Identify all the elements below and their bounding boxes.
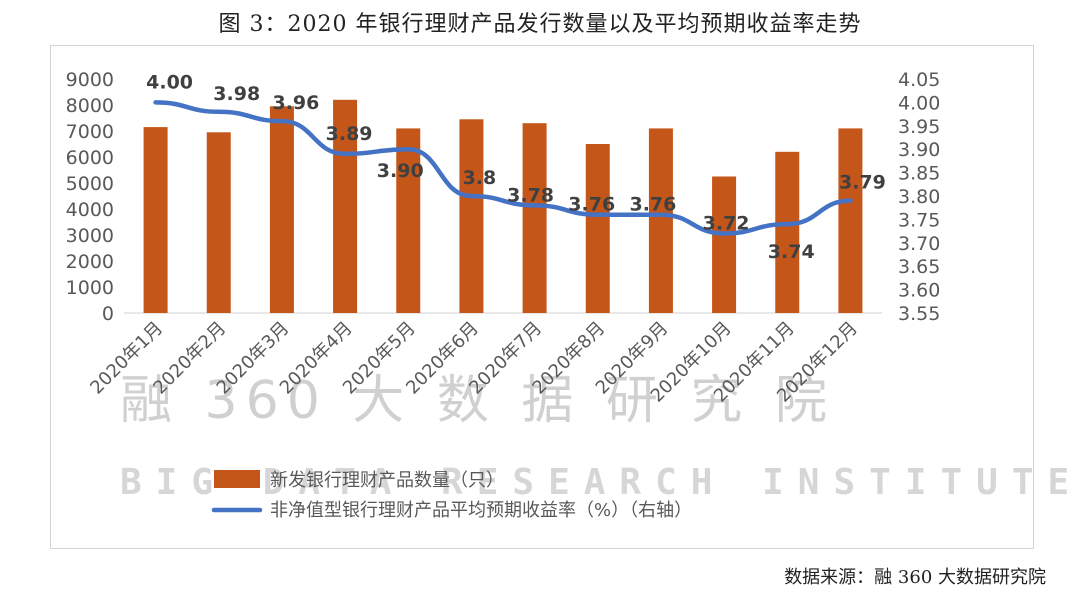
y-right-tick-label: 4.05 xyxy=(898,69,940,91)
y-right-tick-label: 3.70 xyxy=(898,233,940,255)
line-data-label: 3.8 xyxy=(463,167,497,189)
y-right-tick-label: 3.95 xyxy=(898,116,940,138)
bar-issuance-count xyxy=(775,151,800,313)
y-right-tick-label: 3.90 xyxy=(898,139,940,161)
y-left-tick-label: 3000 xyxy=(66,225,114,247)
bar-issuance-count xyxy=(648,128,673,313)
watermark-en: BIG DATA RESEARCH INSTITUTE xyxy=(120,462,1080,503)
y-right-tick-label: 3.65 xyxy=(898,256,940,278)
y-right-tick-label: 3.75 xyxy=(898,209,940,231)
bar-issuance-count xyxy=(143,127,168,313)
legend-bar-swatch xyxy=(214,470,260,488)
chart-frame xyxy=(50,45,1034,549)
bar-issuance-count xyxy=(269,106,294,313)
y-left-tick-label: 0 xyxy=(102,303,114,325)
y-right-tick-label: 4.00 xyxy=(898,92,940,114)
line-data-label: 3.98 xyxy=(213,83,260,105)
bar-issuance-count xyxy=(522,123,547,313)
legend-bar-label: 新发银行理财产品数量（只） xyxy=(270,470,504,491)
line-data-label: 3.76 xyxy=(629,194,676,216)
line-data-label: 3.90 xyxy=(377,160,424,182)
y-right-tick-label: 3.60 xyxy=(898,280,940,302)
y-left-tick-label: 6000 xyxy=(66,147,114,169)
y-right-tick-label: 3.80 xyxy=(898,186,940,208)
y-left-tick-label: 9000 xyxy=(66,69,114,91)
legend-line-label: 非净值型银行理财产品平均预期收益率（%）（右轴） xyxy=(270,500,692,521)
bar-issuance-count xyxy=(712,176,737,313)
bar-issuance-count xyxy=(206,132,231,313)
line-data-label: 3.76 xyxy=(568,194,615,216)
chart-title: 图 3：2020 年银行理财产品发行数量以及平均预期收益率走势 xyxy=(218,12,862,37)
y-left-tick-label: 5000 xyxy=(66,173,114,195)
line-data-label: 3.79 xyxy=(839,172,886,194)
line-data-label: 4.00 xyxy=(146,71,193,93)
line-data-label: 3.89 xyxy=(326,123,373,145)
bar-issuance-count xyxy=(333,99,358,313)
bar-issuance-count xyxy=(585,144,610,313)
y-left-tick-label: 8000 xyxy=(66,95,114,117)
y-left-tick-label: 1000 xyxy=(66,277,114,299)
y-right-tick-label: 3.85 xyxy=(898,163,940,185)
y-left-tick-label: 4000 xyxy=(66,199,114,221)
y-left-tick-label: 7000 xyxy=(66,121,114,143)
line-data-label: 3.78 xyxy=(507,184,554,206)
bar-issuance-count xyxy=(396,128,421,313)
line-yield-rate xyxy=(153,100,853,236)
source-note: 数据来源：融 360 大数据研究院 xyxy=(784,567,1046,588)
y-left-tick-label: 2000 xyxy=(66,251,114,273)
line-data-label: 3.74 xyxy=(768,241,815,263)
line-data-label: 3.72 xyxy=(703,212,750,234)
line-data-label: 3.96 xyxy=(272,92,319,114)
bar-issuance-count xyxy=(459,119,484,313)
bar-issuance-count xyxy=(838,128,863,313)
y-right-tick-label: 3.55 xyxy=(898,303,940,325)
watermark-cn: 融 360 大 数 据 研 究 院 xyxy=(120,371,835,431)
